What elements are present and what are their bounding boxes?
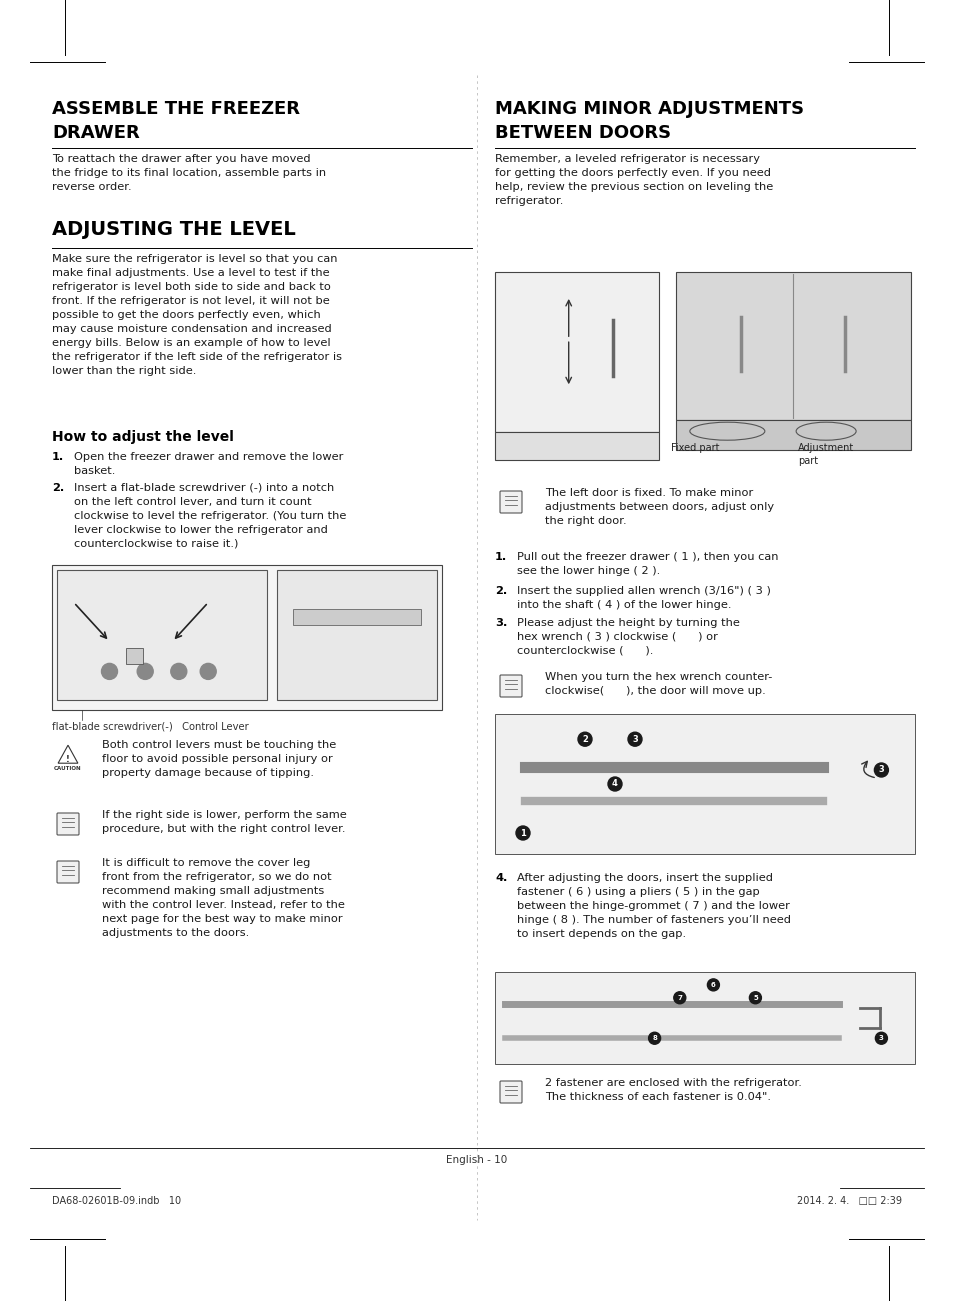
Text: Insert the supplied allen wrench (3/16") ( 3 )
into the shaft ( 4 ) of the lower: Insert the supplied allen wrench (3/16")… — [517, 585, 770, 610]
Text: ADJUSTING THE LEVEL: ADJUSTING THE LEVEL — [52, 220, 295, 239]
Text: 4: 4 — [612, 779, 618, 788]
Text: !: ! — [66, 755, 70, 764]
Text: ASSEMBLE THE FREEZER
DRAWER: ASSEMBLE THE FREEZER DRAWER — [52, 100, 299, 142]
Bar — [495, 714, 914, 853]
Text: The left door is fixed. To make minor
adjustments between doors, adjust only
the: The left door is fixed. To make minor ad… — [544, 488, 773, 526]
Text: 2014. 2. 4.   □□ 2:39: 2014. 2. 4. □□ 2:39 — [796, 1196, 901, 1206]
Text: 3.: 3. — [495, 618, 507, 628]
Text: 1.: 1. — [495, 552, 507, 562]
Bar — [276, 570, 436, 700]
FancyBboxPatch shape — [499, 1081, 521, 1103]
Text: If the right side is lower, perform the same
procedure, but with the right contr: If the right side is lower, perform the … — [102, 811, 346, 834]
Circle shape — [200, 664, 216, 679]
Bar — [57, 570, 267, 700]
Text: After adjusting the doors, insert the supplied
fastener ( 6 ) using a pliers ( 5: After adjusting the doors, insert the su… — [517, 873, 790, 939]
Circle shape — [707, 978, 719, 991]
Text: It is difficult to remove the cover leg
front from the refrigerator, so we do no: It is difficult to remove the cover leg … — [102, 857, 345, 938]
Text: Remember, a leveled refrigerator is necessary
for getting the doors perfectly ev: Remember, a leveled refrigerator is nece… — [495, 154, 773, 206]
FancyBboxPatch shape — [57, 813, 79, 835]
Bar — [126, 648, 143, 664]
Bar — [675, 420, 910, 450]
Text: 2: 2 — [581, 735, 587, 744]
FancyBboxPatch shape — [499, 490, 521, 513]
Text: 3: 3 — [878, 1036, 882, 1041]
Text: 8: 8 — [652, 1036, 657, 1041]
Text: hex wrench ( 3 ) clockwise (      ) or: hex wrench ( 3 ) clockwise ( ) or — [517, 632, 717, 641]
Circle shape — [875, 1032, 886, 1045]
Text: flat-blade screwdriver(-)   Control Lever: flat-blade screwdriver(-) Control Lever — [52, 722, 249, 732]
Text: To reattach the drawer after you have moved
the fridge to its final location, as: To reattach the drawer after you have mo… — [52, 154, 326, 193]
Bar — [52, 565, 441, 710]
Circle shape — [607, 777, 621, 791]
Circle shape — [627, 732, 641, 747]
Text: 3: 3 — [878, 765, 883, 774]
Text: 1: 1 — [519, 829, 525, 838]
Text: Adjustment
part: Adjustment part — [797, 444, 853, 466]
Text: 7: 7 — [677, 995, 681, 1000]
Circle shape — [749, 991, 760, 1004]
FancyBboxPatch shape — [57, 861, 79, 883]
Text: DA68-02601B-09.indb   10: DA68-02601B-09.indb 10 — [52, 1196, 181, 1206]
Bar — [675, 272, 910, 420]
Text: 1.: 1. — [52, 451, 64, 462]
Text: 2.: 2. — [495, 585, 507, 596]
Bar — [495, 432, 659, 461]
Circle shape — [516, 826, 530, 840]
Circle shape — [101, 664, 117, 679]
Text: 2 fastener are enclosed with the refrigerator.
The thickness of each fastener is: 2 fastener are enclosed with the refrige… — [544, 1079, 801, 1102]
Text: CAUTION: CAUTION — [54, 766, 82, 771]
Text: How to adjust the level: How to adjust the level — [52, 431, 233, 444]
Circle shape — [673, 991, 685, 1004]
Text: 4.: 4. — [495, 873, 507, 883]
Text: MAKING MINOR ADJUSTMENTS
BETWEEN DOORS: MAKING MINOR ADJUSTMENTS BETWEEN DOORS — [495, 100, 803, 142]
Bar — [293, 609, 420, 624]
Circle shape — [874, 762, 887, 777]
Text: counterclockwise (      ).: counterclockwise ( ). — [517, 647, 653, 656]
Text: Open the freezer drawer and remove the lower
basket.: Open the freezer drawer and remove the l… — [74, 451, 343, 476]
Text: Please adjust the height by turning the: Please adjust the height by turning the — [517, 618, 740, 628]
Text: English - 10: English - 10 — [446, 1155, 507, 1164]
Circle shape — [578, 732, 592, 747]
Text: clockwise(      ), the door will move up.: clockwise( ), the door will move up. — [544, 686, 765, 696]
Text: Both control levers must be touching the
floor to avoid possible personal injury: Both control levers must be touching the… — [102, 740, 335, 778]
Text: 6: 6 — [710, 982, 715, 987]
Circle shape — [648, 1032, 659, 1045]
Circle shape — [137, 664, 153, 679]
Text: Pull out the freezer drawer ( 1 ), then you can
see the lower hinge ( 2 ).: Pull out the freezer drawer ( 1 ), then … — [517, 552, 778, 576]
Bar — [495, 972, 914, 1064]
FancyBboxPatch shape — [499, 675, 521, 697]
Polygon shape — [58, 745, 78, 764]
Text: 5: 5 — [752, 995, 757, 1000]
Text: When you turn the hex wrench counter-: When you turn the hex wrench counter- — [544, 673, 772, 682]
Text: Make sure the refrigerator is level so that you can
make final adjustments. Use : Make sure the refrigerator is level so t… — [52, 254, 341, 376]
Text: 3: 3 — [632, 735, 638, 744]
Text: Fixed part: Fixed part — [670, 444, 719, 453]
Text: 2.: 2. — [52, 483, 64, 493]
Bar — [495, 272, 659, 432]
Text: Insert a flat-blade screwdriver (-) into a notch
on the left control lever, and : Insert a flat-blade screwdriver (-) into… — [74, 483, 346, 549]
Circle shape — [171, 664, 187, 679]
